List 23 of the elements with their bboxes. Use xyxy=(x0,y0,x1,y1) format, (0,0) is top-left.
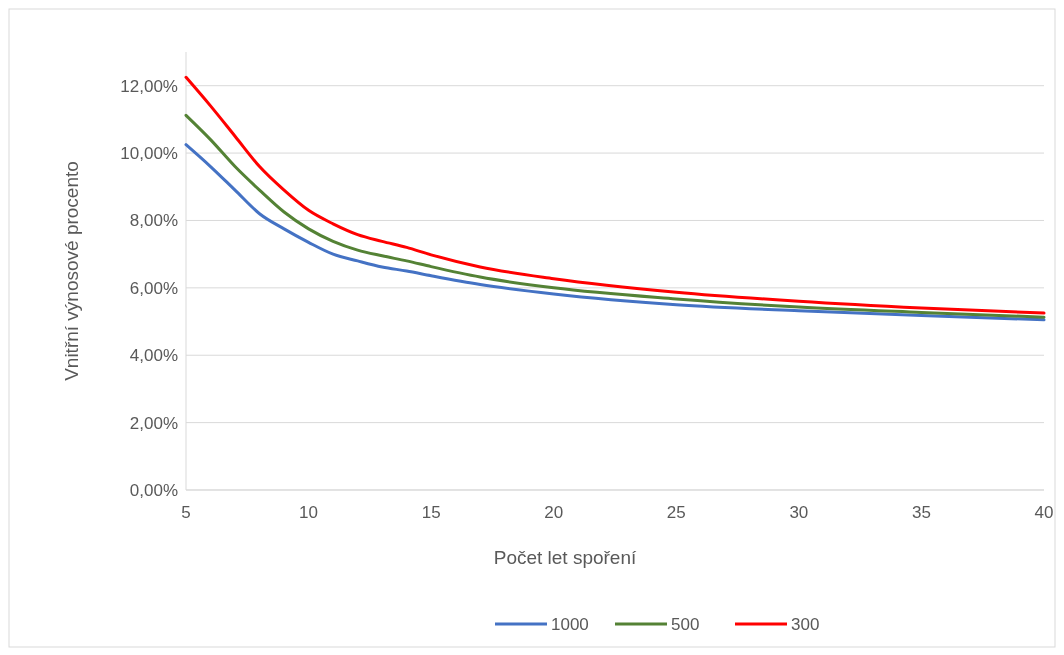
y-tick-label: 2,00% xyxy=(129,413,178,433)
line-series xyxy=(184,75,1046,315)
x-tick-label: 40 xyxy=(1034,503,1054,522)
legend-label: 300 xyxy=(791,614,820,634)
line-series xyxy=(184,143,1046,322)
y-tick-label: 8,00% xyxy=(129,211,178,231)
y-tick-label: 0,00% xyxy=(129,480,178,500)
y-tick-label: 4,00% xyxy=(129,346,178,366)
y-tick-label: 6,00% xyxy=(129,278,178,298)
x-tick-label: 15 xyxy=(421,503,441,522)
x-tick-label: 5 xyxy=(181,503,191,522)
x-axis-title: Počet let spoření xyxy=(493,547,638,568)
x-tick-label: 20 xyxy=(544,503,564,522)
y-tick-label: 10,00% xyxy=(120,144,178,164)
x-tick-label: 35 xyxy=(911,503,931,522)
x-tick-label: 25 xyxy=(666,503,686,522)
x-tick-label: 30 xyxy=(789,503,809,522)
legend-label: 1000 xyxy=(551,614,589,634)
line-series xyxy=(184,113,1046,319)
y-tick-label: 12,00% xyxy=(120,76,178,96)
y-axis-title: Vnitřní výnosové procento xyxy=(61,161,82,381)
x-tick-label: 10 xyxy=(299,503,319,522)
legend-label: 500 xyxy=(671,614,700,634)
